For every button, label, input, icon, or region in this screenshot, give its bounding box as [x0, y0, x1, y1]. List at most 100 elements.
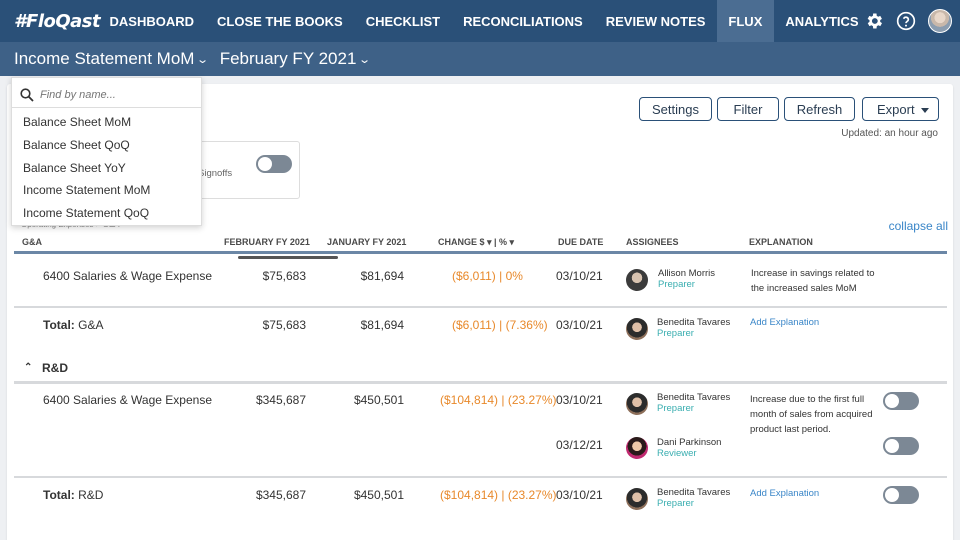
refresh-button[interactable]: Refresh [784, 97, 855, 121]
col-header-name[interactable]: G&A [22, 237, 42, 247]
avatar [626, 393, 648, 415]
filter-button[interactable]: Filter [717, 97, 779, 121]
dropdown-option-income-statement-mom[interactable]: Income Statement MoM [23, 183, 151, 197]
signoffs-toggle[interactable] [256, 155, 292, 173]
jan-value: $450,501 [353, 393, 404, 407]
header-divider [14, 251, 947, 254]
avatar [626, 318, 648, 340]
assignee-role: Preparer [657, 403, 694, 414]
report-selector[interactable]: Income Statement MoM ⌄ [14, 49, 210, 69]
feb-value: $345,687 [255, 393, 306, 407]
nav-reconciliations[interactable]: RECONCILIATIONS [463, 13, 583, 29]
report-selector-label: Income Statement MoM [14, 49, 195, 68]
assignee-name: Dani Parkinson [657, 437, 722, 448]
total-section-name: R&D [78, 488, 104, 502]
avatar [626, 488, 648, 510]
row-divider [14, 306, 947, 308]
caret-down-icon [921, 108, 929, 113]
total-row-label: Total: G&A [43, 318, 103, 332]
change-value: ($104,814) | (23.27%) [440, 488, 557, 502]
add-explanation-link[interactable]: Add Explanation [750, 317, 820, 328]
section-title[interactable]: R&D [42, 361, 68, 375]
chevron-down-icon: ⌄ [196, 53, 210, 66]
due-date[interactable]: 03/10/21 [556, 318, 603, 332]
nav-analytics[interactable]: ANALYTICS [785, 13, 859, 29]
period-selector-label: February FY 2021 [219, 49, 357, 68]
explanation-text[interactable]: Increase in savings related to the incre… [751, 268, 875, 294]
search-input[interactable] [40, 84, 190, 106]
collapse-section-icon[interactable]: ⌃ [24, 362, 33, 373]
total-row-label: Total: R&D [43, 488, 103, 502]
add-explanation-link[interactable]: Add Explanation [750, 488, 820, 499]
account-name[interactable]: 6400 Salaries & Wage Expense [43, 269, 212, 283]
col-header-jan[interactable]: JANUARY FY 2021 [327, 237, 407, 247]
account-name[interactable]: 6400 Salaries & Wage Expense [43, 393, 212, 407]
report-selector-bar: Income Statement MoM ⌄ February FY 2021 … [0, 42, 960, 76]
total-section-name: G&A [78, 318, 104, 332]
jan-value: $81,694 [360, 269, 404, 283]
assignee-name: Allison Morris [658, 268, 716, 279]
total-label: Total: [43, 318, 75, 332]
change-value: ($104,814) | (23.27%) [440, 393, 557, 407]
nav-flux[interactable]: FLUX [716, 0, 774, 42]
export-button[interactable]: Export [862, 97, 939, 121]
signoff-toggle[interactable] [883, 486, 919, 504]
top-nav: #FloQast DASHBOARD CLOSE THE BOOKS CHECK… [0, 0, 960, 42]
gear-icon[interactable] [864, 11, 884, 31]
dropdown-option-balance-sheet-qoq[interactable]: Balance Sheet QoQ [23, 138, 130, 152]
collapse-all-link[interactable]: collapse all [888, 219, 948, 233]
nav-close-the-books[interactable]: CLOSE THE BOOKS [217, 13, 343, 29]
col-header-feb[interactable]: FEBRUARY FY 2021 [224, 237, 310, 247]
signoff-toggle[interactable] [883, 392, 919, 410]
assignee-name: Benedita Tavares [657, 487, 731, 498]
feb-value: $75,683 [262, 269, 306, 283]
floqast-logo[interactable]: #FloQast [14, 10, 101, 32]
export-label: Export [877, 101, 915, 117]
col-header-assignees: ASSIGNEES [626, 237, 679, 247]
dropdown-option-income-statement-qoq[interactable]: Income Statement QoQ [23, 206, 150, 220]
due-date[interactable]: 03/10/21 [556, 269, 603, 283]
assignee-name: Benedita Tavares [657, 317, 731, 328]
assignee-role: Reviewer [657, 448, 697, 459]
dropdown-option-balance-sheet-yoy[interactable]: Balance Sheet YoY [23, 161, 126, 175]
nav-dashboard[interactable]: DASHBOARD [109, 13, 195, 29]
change-value: ($6,011) | 0% [452, 269, 523, 283]
report-dropdown: Balance Sheet MoM Balance Sheet QoQ Bala… [11, 77, 202, 226]
due-date[interactable]: 03/10/21 [556, 488, 603, 502]
avatar [626, 437, 648, 459]
due-date[interactable]: 03/10/21 [556, 393, 603, 407]
jan-value: $450,501 [353, 488, 404, 502]
col-header-explanation: EXPLANATION [749, 237, 813, 247]
search-icon [20, 88, 34, 102]
user-avatar[interactable] [928, 9, 952, 33]
total-label: Total: [43, 488, 75, 502]
feb-value: $345,687 [255, 488, 306, 502]
due-date[interactable]: 03/12/21 [556, 438, 603, 452]
help-icon[interactable] [896, 11, 916, 31]
jan-value: $81,694 [360, 318, 404, 332]
settings-button[interactable]: Settings [639, 97, 712, 121]
assignee-role: Preparer [657, 498, 694, 509]
chevron-down-icon: ⌄ [358, 53, 372, 66]
period-selector[interactable]: February FY 2021 ⌄ [219, 49, 372, 69]
col-header-due-date[interactable]: DUE DATE [558, 237, 604, 247]
nav-review-notes[interactable]: REVIEW NOTES [605, 13, 706, 29]
avatar [626, 269, 648, 291]
dropdown-divider [12, 107, 201, 108]
assignee-role: Preparer [657, 328, 694, 339]
explanation-text[interactable]: Increase due to the first full month of … [750, 394, 873, 435]
assignee-name: Benedita Tavares [657, 392, 731, 403]
change-value: ($6,011) | (7.36%) [452, 318, 548, 332]
assignee-role: Preparer [658, 279, 695, 290]
nav-checklist[interactable]: CHECKLIST [365, 13, 441, 29]
row-divider [14, 476, 947, 478]
horizontal-scrollbar[interactable] [238, 256, 338, 259]
updated-timestamp: Updated: an hour ago [841, 128, 938, 139]
signoff-toggle[interactable] [883, 437, 919, 455]
signoffs-label: Signoffs [198, 168, 233, 179]
section-divider [14, 381, 947, 384]
dropdown-option-balance-sheet-mom[interactable]: Balance Sheet MoM [23, 115, 132, 129]
col-header-change[interactable]: CHANGE $ ▾ | % ▾ [438, 237, 515, 247]
feb-value: $75,683 [262, 318, 306, 332]
dropdown-search [20, 84, 194, 106]
